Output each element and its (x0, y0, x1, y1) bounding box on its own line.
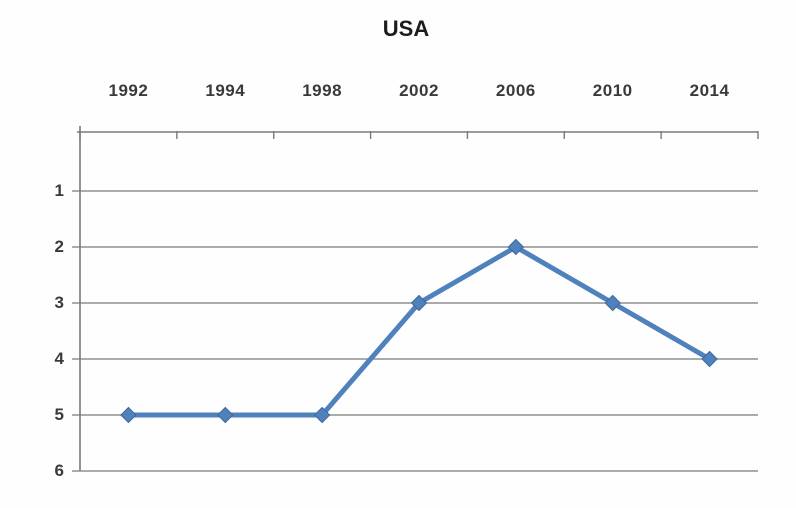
data-point-marker (701, 350, 718, 368)
data-point-marker (313, 406, 331, 424)
x-axis-label: 1994 (205, 81, 246, 100)
data-line (125, 244, 713, 418)
data-point-marker (507, 238, 525, 256)
data-point-marker (217, 406, 234, 424)
y-axis-label: 5 (54, 405, 64, 424)
y-axis-label: 6 (54, 461, 64, 480)
y-axis-label: 4 (54, 349, 64, 368)
x-axis-label: 2014 (689, 81, 730, 100)
x-axis-label: 2006 (495, 81, 536, 100)
y-axis-label: 3 (54, 293, 64, 312)
y-axis-label: 1 (54, 181, 64, 200)
x-axis-label: 2010 (592, 81, 633, 100)
data-point-marker (120, 406, 137, 424)
x-axis-label: 2002 (399, 81, 439, 100)
y-axis-label: 2 (54, 237, 64, 256)
chart-title: USA (382, 16, 430, 41)
x-axis-label: 1992 (108, 81, 149, 100)
x-axis-label: 1998 (302, 81, 343, 100)
data-point-marker (604, 294, 621, 312)
data-point-marker (410, 294, 428, 312)
